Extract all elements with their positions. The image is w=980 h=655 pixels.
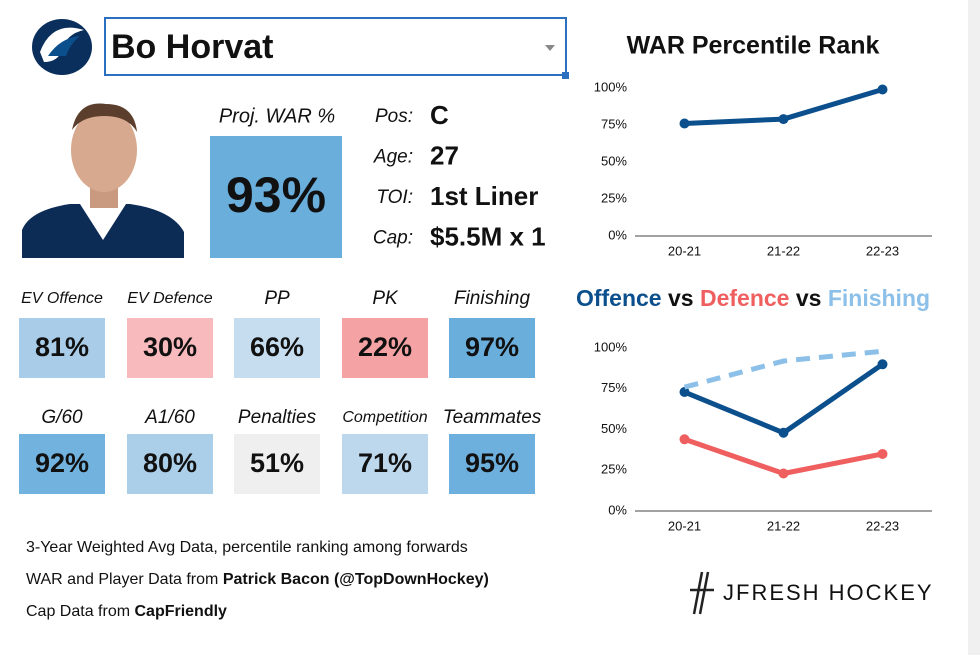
stat-value: 71% <box>358 448 412 478</box>
stat-value: 66% <box>250 332 304 362</box>
point <box>778 114 789 125</box>
footer-text: Cap Data from <box>26 603 134 620</box>
info-label: Pos: <box>375 106 413 127</box>
stat-value: 22% <box>358 332 412 362</box>
stat-label: A1/60 <box>144 407 195 428</box>
point <box>679 118 690 129</box>
y-tick-label: 75% <box>601 380 627 395</box>
stat-value: 30% <box>143 332 197 362</box>
x-tick-label: 20-21 <box>668 243 701 258</box>
y-tick-label: 75% <box>601 116 627 131</box>
x-tick-label: 22-23 <box>866 243 899 258</box>
footer-bold: Patrick Bacon (@TopDownHockey) <box>223 571 489 588</box>
brand-name: JFRESH HOCKEY <box>723 580 934 605</box>
projection-label: Proj. WAR % <box>219 105 335 127</box>
info-value: C <box>430 100 449 130</box>
footer-line: 3-Year Weighted Avg Data, percentile ran… <box>26 539 468 556</box>
brand: JFRESH HOCKEY <box>690 571 934 615</box>
stat-tile <box>19 434 105 494</box>
stat-label: PP <box>264 288 290 309</box>
stat-tile <box>19 318 105 378</box>
dropdown-arrow[interactable] <box>545 45 555 51</box>
y-tick-label: 25% <box>601 190 627 205</box>
title-joiner: vs <box>789 285 827 311</box>
point <box>679 434 690 445</box>
stat-tile <box>127 318 213 378</box>
point <box>679 387 690 398</box>
y-tick-label: 50% <box>601 421 627 436</box>
info-label: Cap: <box>373 228 413 249</box>
chart-title: WAR Percentile Rank <box>627 32 880 60</box>
stat-label: PK <box>372 288 399 309</box>
info-label: TOI: <box>376 187 413 208</box>
stat-tile <box>342 434 428 494</box>
scroll-edge <box>968 0 980 655</box>
stat-label: Teammates <box>443 407 542 428</box>
y-tick-label: 0% <box>608 227 627 242</box>
y-tick-label: 100% <box>594 339 628 354</box>
projection-tile <box>210 136 342 258</box>
chart-title: Offence vs Defence vs Finishing <box>576 285 930 311</box>
stat-tile <box>234 434 320 494</box>
footer-text: 3-Year Weighted Avg Data, percentile ran… <box>26 539 468 556</box>
stat-label: Competition <box>342 409 427 426</box>
x-tick-label: 21-22 <box>767 518 800 533</box>
stat-tile <box>234 318 320 378</box>
line <box>683 348 883 390</box>
stat-label: Finishing <box>454 288 530 309</box>
title-joiner: vs <box>662 285 700 311</box>
point <box>877 359 888 370</box>
stat-tile <box>127 434 213 494</box>
info-label: Age: <box>373 147 413 168</box>
x-tick-label: 22-23 <box>866 518 899 533</box>
projection-value: 93% <box>226 167 326 223</box>
footer: 3-Year Weighted Avg Data, percentile ran… <box>26 539 489 620</box>
footer-line: Cap Data from CapFriendly <box>26 603 227 620</box>
footer-line: WAR and Player Data from Patrick Bacon (… <box>26 571 489 588</box>
stat-value: 81% <box>35 332 89 362</box>
point <box>778 427 789 438</box>
footer-text: WAR and Player Data from <box>26 571 223 588</box>
stat-tile <box>449 318 535 378</box>
team-logo <box>32 19 92 75</box>
y-tick-label: 50% <box>601 153 627 168</box>
legend-entry: Finishing <box>828 285 930 311</box>
y-tick-label: 100% <box>594 79 628 94</box>
info-value: $5.5M x 1 <box>430 221 546 251</box>
legend-entry: Offence <box>576 285 662 311</box>
x-tick-label: 21-22 <box>767 243 800 258</box>
stat-tile <box>449 434 535 494</box>
y-tick-label: 25% <box>601 462 627 477</box>
resize-handle <box>562 72 569 79</box>
x-tick-label: 20-21 <box>668 518 701 533</box>
stat-label: G/60 <box>41 407 83 428</box>
point <box>778 468 789 479</box>
stat-value: 95% <box>465 448 519 478</box>
point <box>877 84 888 95</box>
player-photo <box>22 103 184 258</box>
info-value: 27 <box>430 140 459 170</box>
stat-label: Penalties <box>238 407 317 428</box>
player-name: Bo Horvat <box>111 28 273 66</box>
stat-value: 92% <box>35 448 89 478</box>
player-select[interactable] <box>104 17 567 76</box>
legend-entry: Defence <box>700 285 789 311</box>
stat-value: 97% <box>465 332 519 362</box>
y-tick-label: 0% <box>608 502 627 517</box>
stat-value: 51% <box>250 448 304 478</box>
stat-label: EV Defence <box>127 290 212 307</box>
stat-label: EV Offence <box>21 290 103 307</box>
stat-value: 80% <box>143 448 197 478</box>
footer-bold: CapFriendly <box>134 603 227 620</box>
stat-tile <box>342 318 428 378</box>
point <box>877 448 888 459</box>
info-value: 1st Liner <box>430 181 538 211</box>
